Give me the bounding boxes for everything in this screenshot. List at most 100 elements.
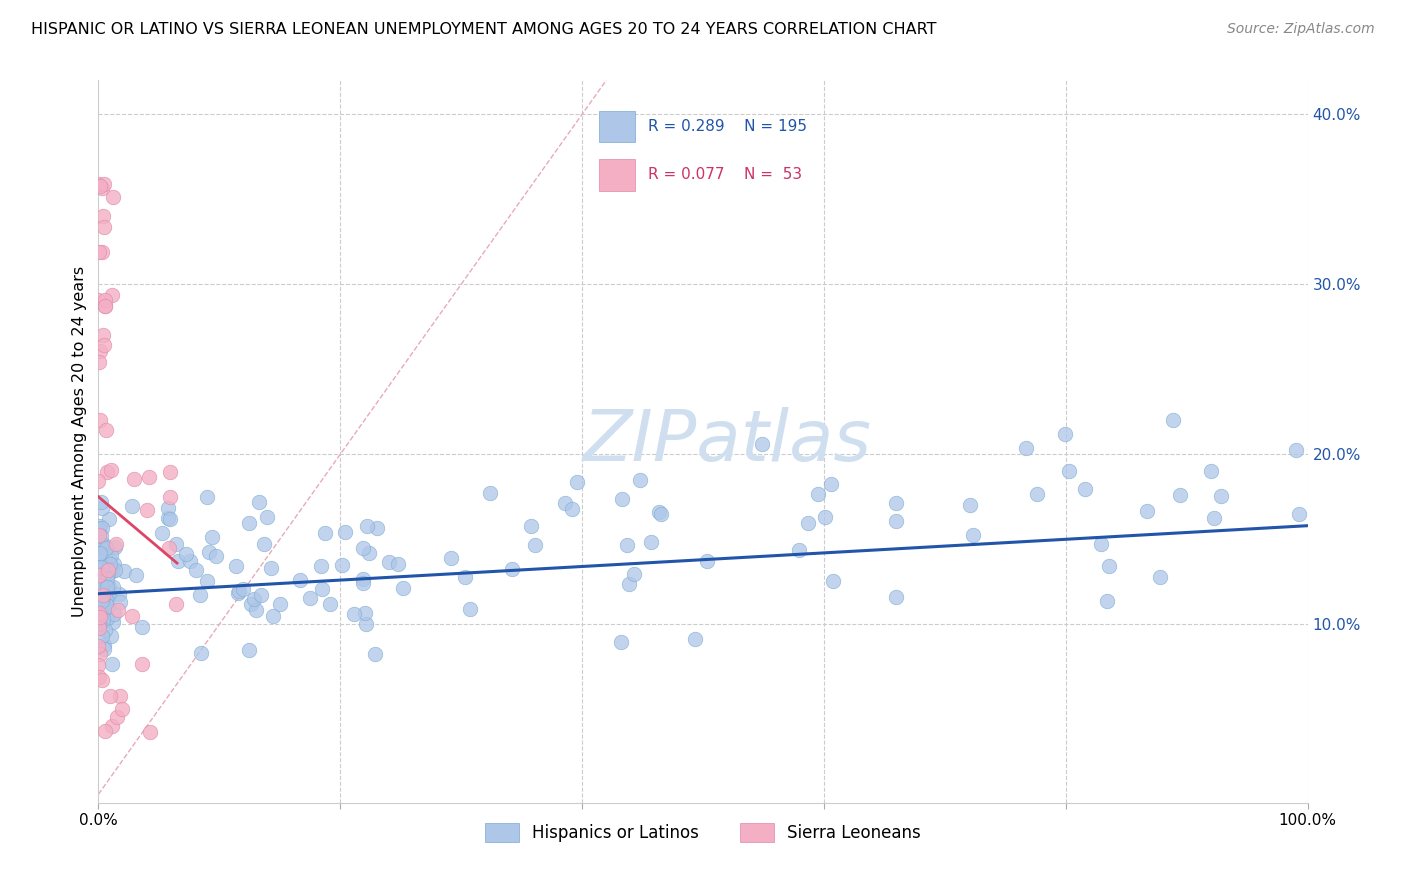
Text: HISPANIC OR LATINO VS SIERRA LEONEAN UNEMPLOYMENT AMONG AGES 20 TO 24 YEARS CORR: HISPANIC OR LATINO VS SIERRA LEONEAN UNE… bbox=[31, 22, 936, 37]
Point bbox=[91, 500, 114, 515]
Point bbox=[89, 412, 111, 426]
Point bbox=[198, 545, 221, 559]
Point bbox=[269, 597, 291, 611]
Point bbox=[238, 516, 260, 530]
Point bbox=[1025, 487, 1047, 501]
Point bbox=[188, 588, 211, 602]
Point bbox=[100, 557, 122, 571]
Point bbox=[159, 512, 181, 526]
Point bbox=[232, 582, 254, 597]
Point bbox=[97, 599, 120, 613]
Point bbox=[1199, 464, 1222, 478]
Point bbox=[90, 534, 112, 549]
Point bbox=[524, 538, 547, 552]
Point bbox=[440, 551, 463, 566]
Point bbox=[245, 603, 267, 617]
Point bbox=[91, 608, 114, 623]
Point bbox=[90, 556, 112, 570]
Point bbox=[807, 486, 830, 500]
Point bbox=[87, 244, 110, 259]
Point bbox=[352, 541, 374, 555]
Point bbox=[1136, 504, 1159, 518]
Point bbox=[107, 603, 129, 617]
Text: ZIPatlas: ZIPatlas bbox=[582, 407, 872, 476]
Point bbox=[89, 528, 111, 542]
Point bbox=[89, 602, 111, 616]
Point bbox=[650, 507, 672, 521]
Point bbox=[201, 530, 224, 544]
Point bbox=[1288, 508, 1310, 522]
Point bbox=[87, 293, 110, 307]
Point bbox=[94, 300, 117, 314]
Point bbox=[96, 591, 118, 606]
Point bbox=[501, 562, 523, 576]
Point bbox=[458, 602, 481, 616]
Point bbox=[87, 639, 110, 653]
Point bbox=[91, 209, 114, 223]
Point bbox=[93, 559, 115, 574]
Point bbox=[814, 509, 837, 524]
Point bbox=[195, 490, 218, 504]
Point bbox=[101, 190, 124, 204]
Point bbox=[91, 245, 114, 260]
Point bbox=[100, 548, 122, 562]
Point bbox=[166, 553, 188, 567]
Point bbox=[260, 561, 283, 575]
Point bbox=[683, 632, 706, 646]
Point bbox=[89, 610, 111, 624]
Point bbox=[787, 542, 810, 557]
Point bbox=[90, 562, 112, 576]
Point bbox=[87, 606, 110, 620]
Point bbox=[89, 593, 111, 607]
Point bbox=[884, 515, 907, 529]
Point bbox=[1057, 464, 1080, 478]
Point bbox=[89, 647, 111, 661]
Point bbox=[131, 620, 153, 634]
Point bbox=[93, 642, 115, 657]
Legend: Hispanics or Latinos, Sierra Leoneans: Hispanics or Latinos, Sierra Leoneans bbox=[478, 816, 928, 848]
Point bbox=[640, 535, 662, 549]
Text: Source: ZipAtlas.com: Source: ZipAtlas.com bbox=[1227, 22, 1375, 37]
Point bbox=[87, 617, 110, 632]
Point bbox=[156, 510, 179, 524]
Point bbox=[93, 220, 115, 235]
Point bbox=[821, 574, 844, 589]
Point bbox=[1098, 558, 1121, 573]
Point bbox=[90, 495, 112, 509]
Point bbox=[122, 472, 145, 486]
Point bbox=[91, 570, 114, 584]
Point bbox=[93, 574, 115, 589]
Point bbox=[238, 643, 260, 657]
Point bbox=[628, 474, 651, 488]
Point bbox=[96, 562, 118, 576]
Point bbox=[90, 529, 112, 543]
Point bbox=[959, 498, 981, 512]
Point bbox=[311, 582, 333, 597]
Point bbox=[104, 540, 127, 554]
Point bbox=[121, 608, 143, 623]
Point bbox=[648, 504, 671, 518]
Point bbox=[91, 598, 114, 612]
Point bbox=[751, 437, 773, 451]
Point bbox=[94, 577, 117, 591]
Point bbox=[90, 576, 112, 591]
Point bbox=[190, 646, 212, 660]
Point bbox=[392, 581, 415, 595]
Point bbox=[93, 549, 115, 563]
Point bbox=[179, 554, 201, 568]
Point bbox=[96, 555, 118, 569]
Point bbox=[1211, 489, 1233, 503]
Point bbox=[101, 564, 124, 578]
Point bbox=[91, 593, 114, 607]
Point bbox=[1161, 413, 1184, 427]
Point bbox=[87, 549, 110, 563]
Point bbox=[87, 521, 110, 535]
Point bbox=[91, 520, 114, 534]
Point bbox=[94, 423, 117, 437]
Point bbox=[352, 576, 374, 591]
Point bbox=[319, 597, 342, 611]
Point bbox=[91, 566, 114, 581]
Point bbox=[356, 519, 378, 533]
Point bbox=[225, 559, 247, 574]
Point bbox=[184, 563, 207, 577]
